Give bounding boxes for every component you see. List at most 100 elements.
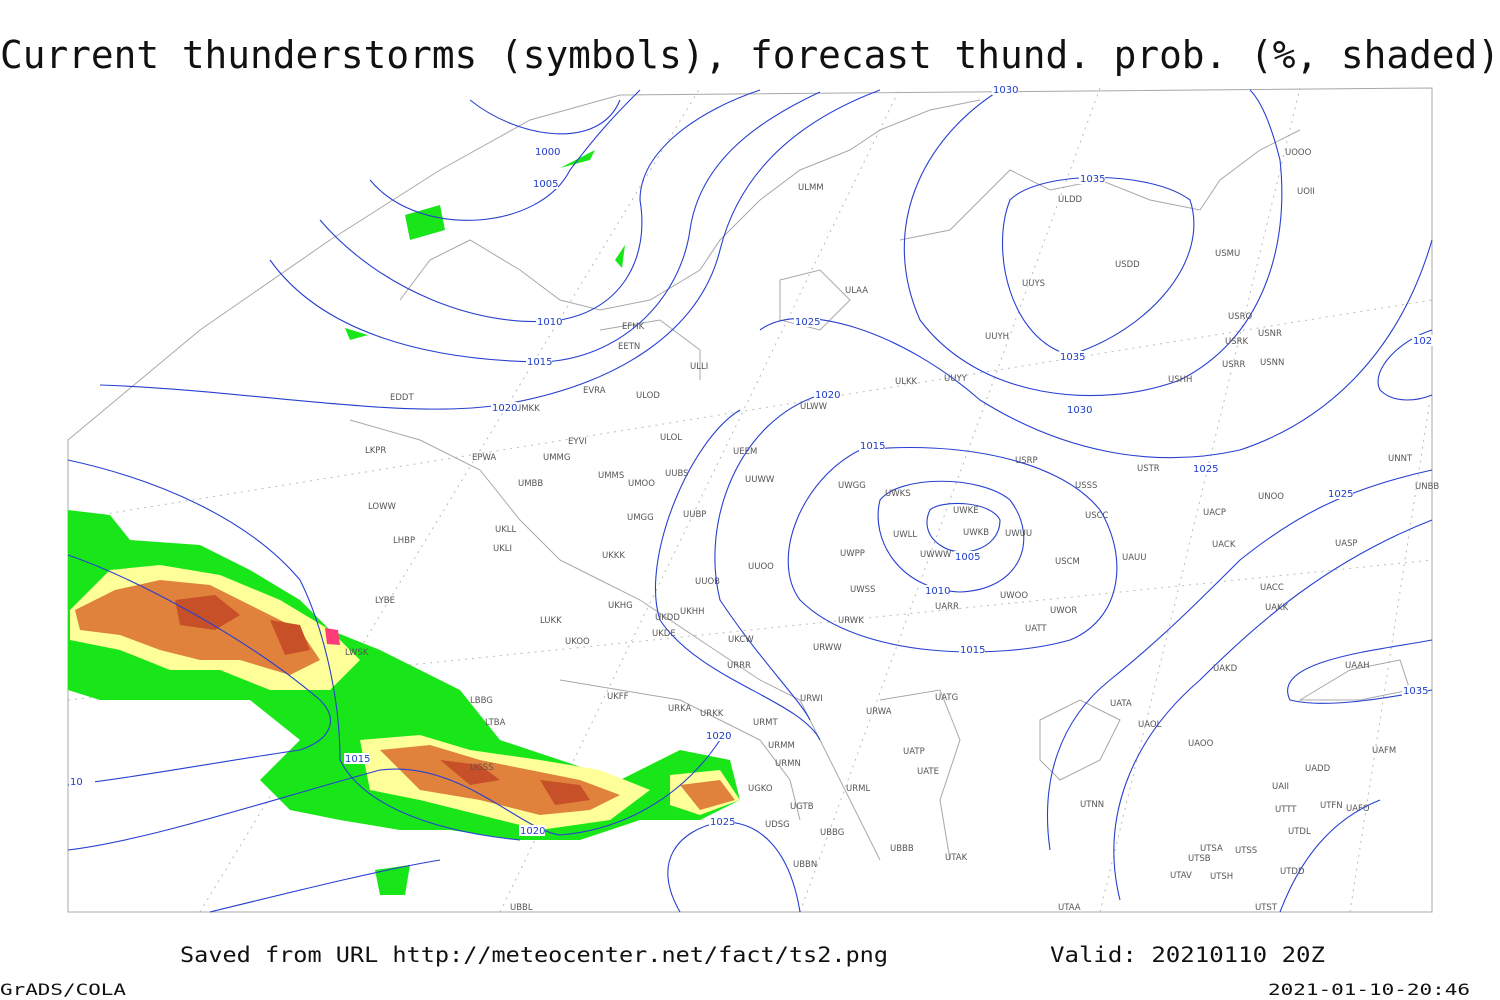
station-label: UWLL (893, 530, 917, 540)
isobar (759, 239, 1433, 459)
source-url: Saved from URL http://meteocenter.net/fa… (180, 943, 888, 967)
isobar (1279, 799, 1381, 913)
isobar-label-bg (519, 825, 545, 836)
station-label: USDD (1115, 260, 1140, 270)
isobar-label-bg (814, 389, 840, 400)
isobar-label-bg (536, 316, 562, 327)
station-label: UMGG (627, 513, 654, 523)
isobar (269, 91, 821, 363)
isobar-label: 1025 (795, 317, 820, 328)
isobar-label-bg (1402, 685, 1428, 696)
station-label: EFHK (622, 322, 645, 332)
station-label: ULOL (660, 433, 682, 443)
station-label: UAOO (1188, 739, 1214, 749)
station-label: UGSS (470, 763, 494, 773)
isobar-label: 1030 (1067, 405, 1092, 416)
station-label: UGTB (790, 802, 814, 812)
isobar-label-bg (1059, 351, 1085, 362)
station-label: UARR (935, 602, 959, 612)
station-label: USMU (1215, 249, 1240, 259)
station-label: USHH (1168, 375, 1192, 385)
isobar-label-bg (992, 84, 1018, 95)
isobar (1047, 469, 1433, 851)
station-label: UNBB (1415, 482, 1439, 492)
isobar-label: 1015 (960, 645, 985, 656)
station-label: UUOO (748, 562, 774, 572)
station-label: UAAH (1345, 661, 1369, 671)
station-label: UATE (917, 767, 939, 777)
software: GrADS/COLA (0, 980, 126, 999)
station-label: ULDD (1058, 195, 1083, 205)
isobar-label-bg (1412, 335, 1438, 346)
station-label: USRP (1015, 456, 1038, 466)
isobar-label: 10 (70, 777, 83, 788)
station-label: LKPR (365, 446, 386, 456)
isobar-label-bg (794, 316, 820, 327)
station-label: UTST (1255, 903, 1278, 913)
station-label: UACK (1212, 540, 1236, 550)
station-label: LTBA (485, 718, 506, 728)
isobar-label-bg (491, 402, 517, 413)
station-label: URKK (700, 709, 724, 719)
station-label: URMM (768, 741, 795, 751)
map-labels: EDDT LKPR EPWA UMMG EYVI UMBB LOWW LHBP UKLL UKLI… (69, 84, 1439, 913)
station-label: UWOO (1000, 591, 1028, 601)
station-label: UACP (1203, 508, 1226, 518)
station-label: UKHG (608, 601, 633, 611)
station-label: UATG (935, 693, 958, 703)
station-label: UMMS (598, 471, 624, 481)
station-label: UGKO (748, 784, 773, 794)
station-label: UWOR (1050, 606, 1077, 616)
station-label: UATT (1025, 624, 1047, 634)
station-label: UBBG (820, 828, 844, 838)
station-label: EYVI (568, 437, 587, 447)
station-label: UNOO (1258, 492, 1284, 502)
station-label: UATA (1110, 699, 1132, 709)
station-label: UWKB (963, 528, 989, 538)
station-label: UASP (1335, 539, 1358, 549)
station-label: UMOO (628, 479, 655, 489)
isobar-label-bg (859, 440, 885, 451)
station-label: UAKK (1265, 603, 1289, 613)
station-label: ULLI (690, 362, 708, 372)
title: Current thunderstorms (symbols), forecas… (0, 33, 1500, 77)
station-label: UUWW (745, 475, 775, 485)
isobar-label-bg (526, 356, 552, 367)
station-label: UWUU (1005, 529, 1032, 539)
station-label: UWSS (850, 585, 875, 595)
station-label: UOII (1297, 187, 1315, 197)
station-label: UWGG (838, 481, 866, 491)
station-label: USRR (1222, 360, 1246, 370)
isobar (1113, 519, 1433, 901)
prob-high (75, 580, 735, 815)
station-label: URMT (753, 718, 778, 728)
station-label: ULAA (845, 286, 868, 296)
isobar-label-bg (344, 753, 370, 764)
thunderstorm-probability (68, 150, 740, 895)
isobar (67, 554, 331, 786)
isobar-label: 1005 (533, 179, 558, 190)
isobar (369, 89, 641, 221)
isobar-label-bg (1066, 404, 1092, 415)
station-label: UTSB (1188, 854, 1211, 864)
station-label: UOOO (1285, 148, 1312, 158)
station-label: UTSA (1200, 844, 1223, 854)
station-label: ULMM (798, 183, 824, 193)
station-label: URWW (813, 643, 842, 653)
station-label: UWPP (840, 549, 865, 559)
station-label: UMBB (518, 479, 543, 489)
station-label: UWKS (885, 489, 911, 499)
isobar-label-bg (924, 585, 950, 596)
station-label: UKCW (728, 635, 754, 645)
station-label: URML (846, 784, 870, 794)
isobar-label-bg (1079, 173, 1105, 184)
prob-highest (175, 595, 590, 805)
isobar (903, 89, 1283, 397)
timestamp: 2021-01-10-20:46 (1268, 980, 1470, 999)
station-label: UTNN (1080, 800, 1104, 810)
isobar-label: 1035 (1080, 174, 1105, 185)
isobar (67, 739, 721, 851)
station-label: UBBB (890, 844, 914, 854)
isobar (319, 89, 761, 323)
station-label: URKA (668, 704, 692, 714)
